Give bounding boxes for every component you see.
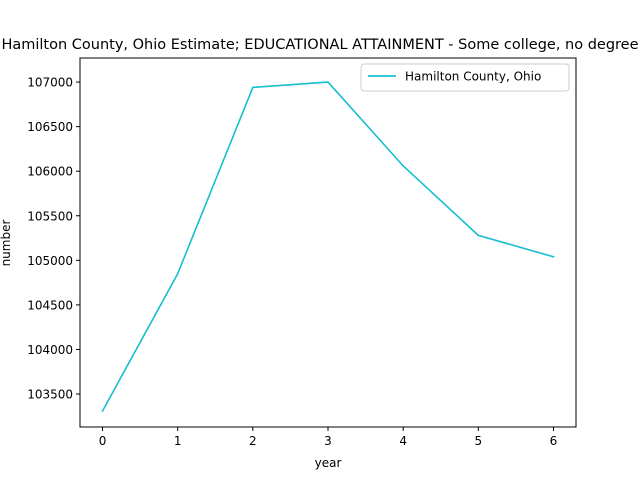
y-tick-label: 105500 [27,209,73,223]
legend-label: Hamilton County, Ohio [405,70,541,84]
series-line [101,81,555,413]
legend: Hamilton County, Ohio [360,63,570,92]
y-tick-label: 106500 [27,120,73,134]
data-point [252,86,254,89]
x-tick-label: 2 [249,434,257,448]
data-point [552,255,555,258]
y-tick-label: 106000 [27,165,73,179]
x-tick-label: 4 [399,434,407,448]
y-tick-label: 107000 [27,76,73,90]
data-point [101,410,104,412]
x-tick-label: 3 [324,434,332,448]
y-axis: 103500 104000 104500 105000 105500 106000 1065… [27,76,80,402]
data-point [176,272,179,275]
x-axis: 0 1 2 3 4 5 6 [99,427,558,448]
data-point [477,234,480,237]
plot-area [101,81,555,413]
y-tick-label: 105000 [27,254,73,268]
data-point [402,165,404,167]
x-tick-label: 6 [550,434,558,448]
chart-title: Hamilton County, Ohio Estimate; EDUCATIO… [1,37,638,53]
x-tick-label: 1 [174,434,182,448]
y-axis-label: number [0,220,13,267]
y-tick-label: 104500 [27,298,73,312]
x-tick-label: 5 [474,434,482,448]
x-axis-label: year [315,456,342,470]
y-tick-label: 104000 [27,343,73,357]
x-tick-label: 0 [99,434,107,448]
legend-box [360,63,570,92]
y-tick-label: 103500 [27,388,73,402]
data-point [327,81,329,83]
